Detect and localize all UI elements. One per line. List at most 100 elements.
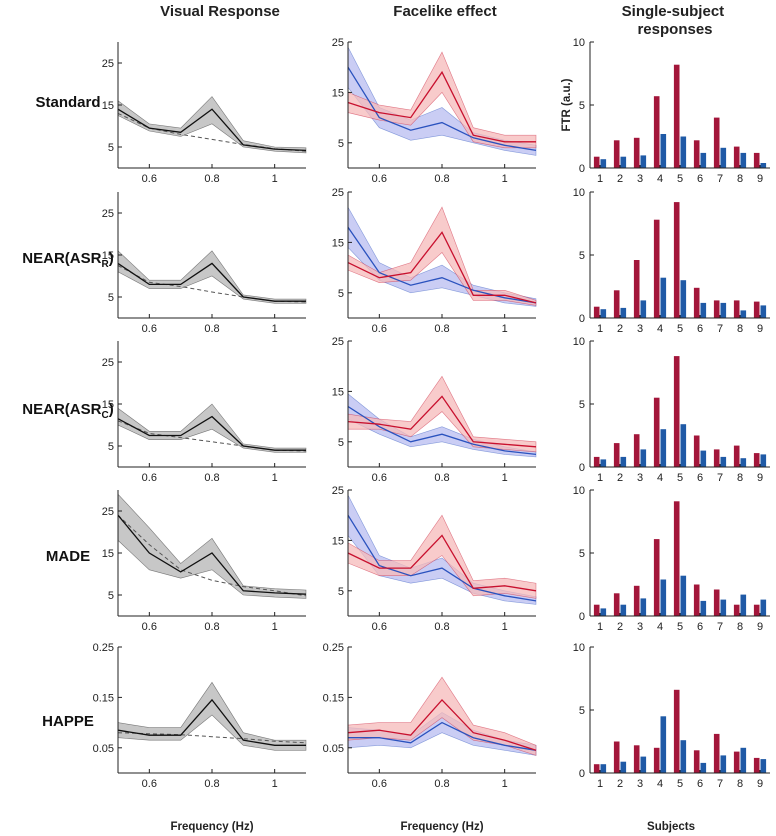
line-mean: [117, 415, 306, 451]
x-tick-label: 5: [677, 621, 683, 633]
panel-near-asr-r-single-subject-responses: 1 2 3 4 5 6 7 8 9 0 5 10: [573, 187, 770, 335]
panel-near-asr-c-visual-response: 5 15 25 0.6 0.8 1: [102, 341, 307, 484]
x-tick-label: 0.8: [434, 472, 449, 484]
x-tick-label: 1: [502, 778, 508, 790]
x-tick-label: 0.8: [204, 472, 219, 484]
line-red: [347, 70, 536, 143]
bar-red-subject-3: [633, 585, 640, 616]
bar-red-subject-5: [673, 356, 680, 467]
line-mean: [117, 262, 306, 302]
x-tick-label: 2: [617, 173, 623, 185]
bar-blue-subject-3: [640, 598, 647, 616]
bar-blue-subject-9: [760, 305, 767, 318]
bar-red-subject-2: [613, 443, 620, 467]
x-tick-label: 1: [272, 778, 278, 790]
y-tick-label: 0.25: [323, 642, 344, 654]
x-tick-label: 0.6: [372, 472, 387, 484]
line-blue: [348, 721, 537, 751]
x-tick-label: 0.8: [434, 323, 449, 335]
y-tick-label: 5: [579, 100, 585, 112]
bar-red-subject-2: [613, 741, 620, 773]
y-tick-label: 0.15: [323, 692, 344, 704]
x-tick-label: 3: [637, 173, 643, 185]
bar-red-subject-8: [733, 604, 740, 616]
bar-blue-subject-9: [760, 599, 767, 616]
col-title-single-subject: Single-subject responses: [622, 3, 729, 38]
x-tick-label: 9: [757, 621, 763, 633]
y-tick-label: 5: [338, 437, 344, 449]
bar-blue-subject-8: [740, 594, 747, 616]
band-mean: [117, 403, 307, 453]
bar-blue-subject-4: [660, 134, 667, 168]
bar-blue-subject-4: [660, 277, 667, 318]
line-blue: [347, 514, 537, 602]
bar-blue-subject-2: [620, 307, 627, 318]
panel-happe-visual-response: 0.05 0.15 0.25 0.6 0.8 1: [93, 642, 307, 790]
row-label-made: MADE: [46, 548, 90, 565]
bar-red-subject-1: [593, 306, 600, 318]
bar-blue-subject-4: [660, 579, 667, 616]
bar-red-subject-5: [673, 501, 680, 616]
bar-red-subject-1: [593, 156, 600, 168]
bar-blue-subject-6: [700, 152, 707, 168]
y-tick-label: 15: [102, 100, 114, 112]
x-tick-label: 0.8: [204, 323, 219, 335]
y-tick-label: 15: [102, 250, 114, 262]
y-tick-label: 10: [573, 336, 585, 348]
x-tick-label: 7: [717, 778, 723, 790]
line-blue: [347, 226, 537, 304]
x-tick-label: 2: [617, 778, 623, 790]
row-label-happe: HAPPE: [42, 713, 94, 730]
x-tick-label: 1: [272, 621, 278, 633]
line-blue: [347, 66, 537, 152]
y-tick-label: 25: [332, 37, 344, 49]
y-tick-label: 15: [102, 399, 114, 411]
bar-blue-subject-1: [600, 159, 607, 168]
bar-red-subject-3: [633, 434, 640, 467]
bar-blue-subject-1: [600, 459, 607, 467]
row-labels: Standard NEAR(ASRR) NEAR(ASRC) MADE HAPPE: [22, 94, 113, 730]
bar-blue-subject-3: [640, 449, 647, 467]
bar-red-subject-3: [633, 745, 640, 773]
y-tick-label: 0.25: [93, 642, 114, 654]
x-tick-label: 8: [737, 621, 743, 633]
band-mean: [117, 493, 307, 599]
panel-made-single-subject-responses: 1 2 3 4 5 6 7 8 9 0 5 10: [573, 485, 770, 633]
bar-blue-subject-6: [700, 600, 707, 616]
bar-blue-subject-9: [760, 454, 767, 467]
bar-red-subject-4: [653, 219, 660, 318]
bar-red-subject-5: [673, 64, 680, 168]
y-tick-label: 10: [573, 187, 585, 199]
bar-blue-subject-7: [720, 147, 727, 168]
y-tick-label: 5: [579, 705, 585, 717]
bar-red-subject-6: [693, 750, 700, 773]
y-tick-label: 10: [573, 37, 585, 49]
x-tick-label: 1: [597, 621, 603, 633]
line-mean: [117, 108, 307, 152]
x-tick-label: 6: [697, 173, 703, 185]
x-tick-label: 4: [657, 778, 663, 790]
y-tick-label: 5: [108, 590, 114, 602]
x-tick-label: 2: [617, 472, 623, 484]
bar-blue-subject-2: [620, 456, 627, 467]
bar-red-subject-6: [693, 584, 700, 616]
y-tick-label: 5: [108, 142, 114, 154]
bar-blue-subject-8: [740, 458, 747, 467]
bar-blue-subject-3: [640, 300, 647, 318]
y-tick-label: 15: [332, 386, 344, 398]
bar-red-subject-7: [713, 300, 720, 318]
x-tick-label: 1: [502, 173, 508, 185]
y-axis-label-ftr: FTR (a.u.): [561, 78, 573, 131]
bar-blue-subject-9: [760, 759, 767, 773]
line-mean: [117, 698, 306, 746]
line-red: [347, 231, 537, 304]
bar-red-subject-5: [673, 689, 680, 773]
bar-red-subject-8: [733, 445, 740, 467]
y-tick-label: 15: [332, 237, 344, 249]
panel-near-asr-r-facelike-effect: 5 15 25 0.6 0.8 1: [332, 187, 537, 335]
bar-blue-subject-8: [740, 310, 747, 318]
x-tick-label: 1: [502, 323, 508, 335]
x-tick-label: 0.6: [142, 472, 157, 484]
bar-red-subject-2: [613, 593, 620, 616]
